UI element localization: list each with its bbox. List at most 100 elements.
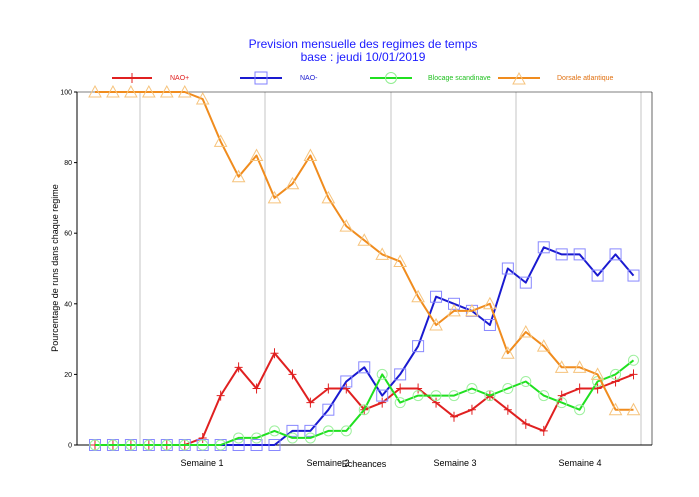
point-0-6 <box>198 432 207 443</box>
point-1-30 <box>627 269 640 282</box>
point-0-26 <box>557 390 566 401</box>
point-0-13 <box>324 383 333 394</box>
point-3-12 <box>303 148 318 162</box>
point-1-10 <box>268 439 281 451</box>
point-2-8 <box>233 432 245 444</box>
y-tick-label-1: 20 <box>64 372 72 379</box>
point-3-10 <box>267 190 282 204</box>
point-2-29 <box>610 368 622 380</box>
point-3-3 <box>142 84 156 98</box>
point-0-25 <box>539 425 548 436</box>
series-2 <box>89 354 639 451</box>
point-1-15 <box>358 361 371 374</box>
y-tick-label-5: 100 <box>60 90 72 97</box>
point-0-12 <box>306 397 315 408</box>
y-tick-label-0: 0 <box>68 443 72 450</box>
point-2-25 <box>538 390 550 402</box>
point-3-27 <box>572 360 587 373</box>
series <box>88 84 641 451</box>
point-3-22 <box>483 296 497 310</box>
series-0 <box>91 348 638 450</box>
point-1-25 <box>537 241 550 254</box>
y-axis-label: Pourcentage de runs dans chaque regime <box>50 184 60 352</box>
point-2-20 <box>448 390 460 402</box>
y-tick-label-3: 60 <box>64 231 72 238</box>
point-3-16 <box>375 247 390 260</box>
point-1-19 <box>430 290 443 303</box>
y-tick-label-2: 40 <box>64 301 72 308</box>
y-tick-label-4: 80 <box>64 160 72 167</box>
point-3-25 <box>536 339 551 352</box>
point-3-28 <box>590 367 605 380</box>
point-0-14 <box>342 383 351 394</box>
point-3-11 <box>285 176 300 190</box>
point-0-7 <box>216 390 225 401</box>
point-3-24 <box>518 324 533 338</box>
point-3-30 <box>626 402 641 416</box>
week-labels: Semaine 1 Semaine 2 Semaine 3 Semaine 4 <box>180 458 601 468</box>
point-2-14 <box>340 425 352 437</box>
axes <box>76 91 653 446</box>
point-2-12 <box>304 432 316 444</box>
point-0-17 <box>396 383 405 394</box>
point-0-9 <box>252 383 261 394</box>
point-1-23 <box>501 262 514 275</box>
point-0-29 <box>611 376 620 387</box>
series-line-2 <box>95 359 635 446</box>
point-1-18 <box>412 340 425 353</box>
point-2-26 <box>556 397 568 409</box>
point-1-11 <box>286 424 299 437</box>
point-3-9 <box>249 148 264 162</box>
point-2-15 <box>358 404 370 416</box>
chart-title: Prevision mensuelle des regimes de temps <box>249 37 478 51</box>
chart-subtitle: base : jeudi 10/01/2019 <box>301 50 426 64</box>
point-1-13 <box>322 403 335 416</box>
week-label-2: Semaine 3 <box>433 458 476 468</box>
point-1-29 <box>609 248 622 261</box>
legend-item-blocage: Blocage scandinave <box>370 72 491 84</box>
point-3-13 <box>321 190 336 204</box>
point-1-9 <box>250 439 263 451</box>
point-3-5 <box>177 84 192 98</box>
legend-label-dorsale: Dorsale atlantique <box>557 75 614 82</box>
point-2-18 <box>412 390 424 402</box>
point-2-10 <box>269 425 280 437</box>
series-1 <box>89 241 640 451</box>
point-2-9 <box>251 432 263 444</box>
point-3-8 <box>231 169 246 183</box>
legend-label-nao-minus: NAO- <box>300 75 318 82</box>
point-3-14 <box>339 219 354 232</box>
point-2-17 <box>394 397 406 409</box>
legend-item-nao-plus: NAO+ <box>112 73 189 83</box>
legend-label-blocage: Blocage scandinave <box>428 75 491 82</box>
point-2-16 <box>376 368 388 380</box>
point-0-18 <box>414 383 423 394</box>
point-0-16 <box>378 397 387 408</box>
point-2-2 <box>125 439 137 451</box>
point-2-13 <box>322 425 334 437</box>
point-0-30 <box>629 369 638 380</box>
point-1-24 <box>519 276 532 289</box>
point-3-15 <box>357 233 372 246</box>
point-2-0 <box>89 439 101 451</box>
point-2-6 <box>197 439 209 451</box>
point-1-26 <box>555 248 568 261</box>
point-0-20 <box>450 411 458 422</box>
point-1-27 <box>573 248 586 261</box>
week-label-1: Semaine 2 <box>306 458 349 468</box>
point-3-6 <box>195 92 210 105</box>
point-2-22 <box>484 390 496 402</box>
x-axis-label: Echeances <box>342 459 387 469</box>
point-2-24 <box>520 375 532 387</box>
legend-label-nao-plus: NAO+ <box>170 75 189 82</box>
point-2-27 <box>574 404 586 416</box>
point-3-7 <box>213 134 228 147</box>
point-1-17 <box>394 368 407 381</box>
legend-item-nao-minus: NAO- <box>240 71 318 85</box>
point-2-19 <box>430 390 442 402</box>
point-0-11 <box>288 369 297 380</box>
point-0-19 <box>432 397 441 408</box>
point-2-11 <box>286 432 298 444</box>
point-3-17 <box>393 254 407 267</box>
